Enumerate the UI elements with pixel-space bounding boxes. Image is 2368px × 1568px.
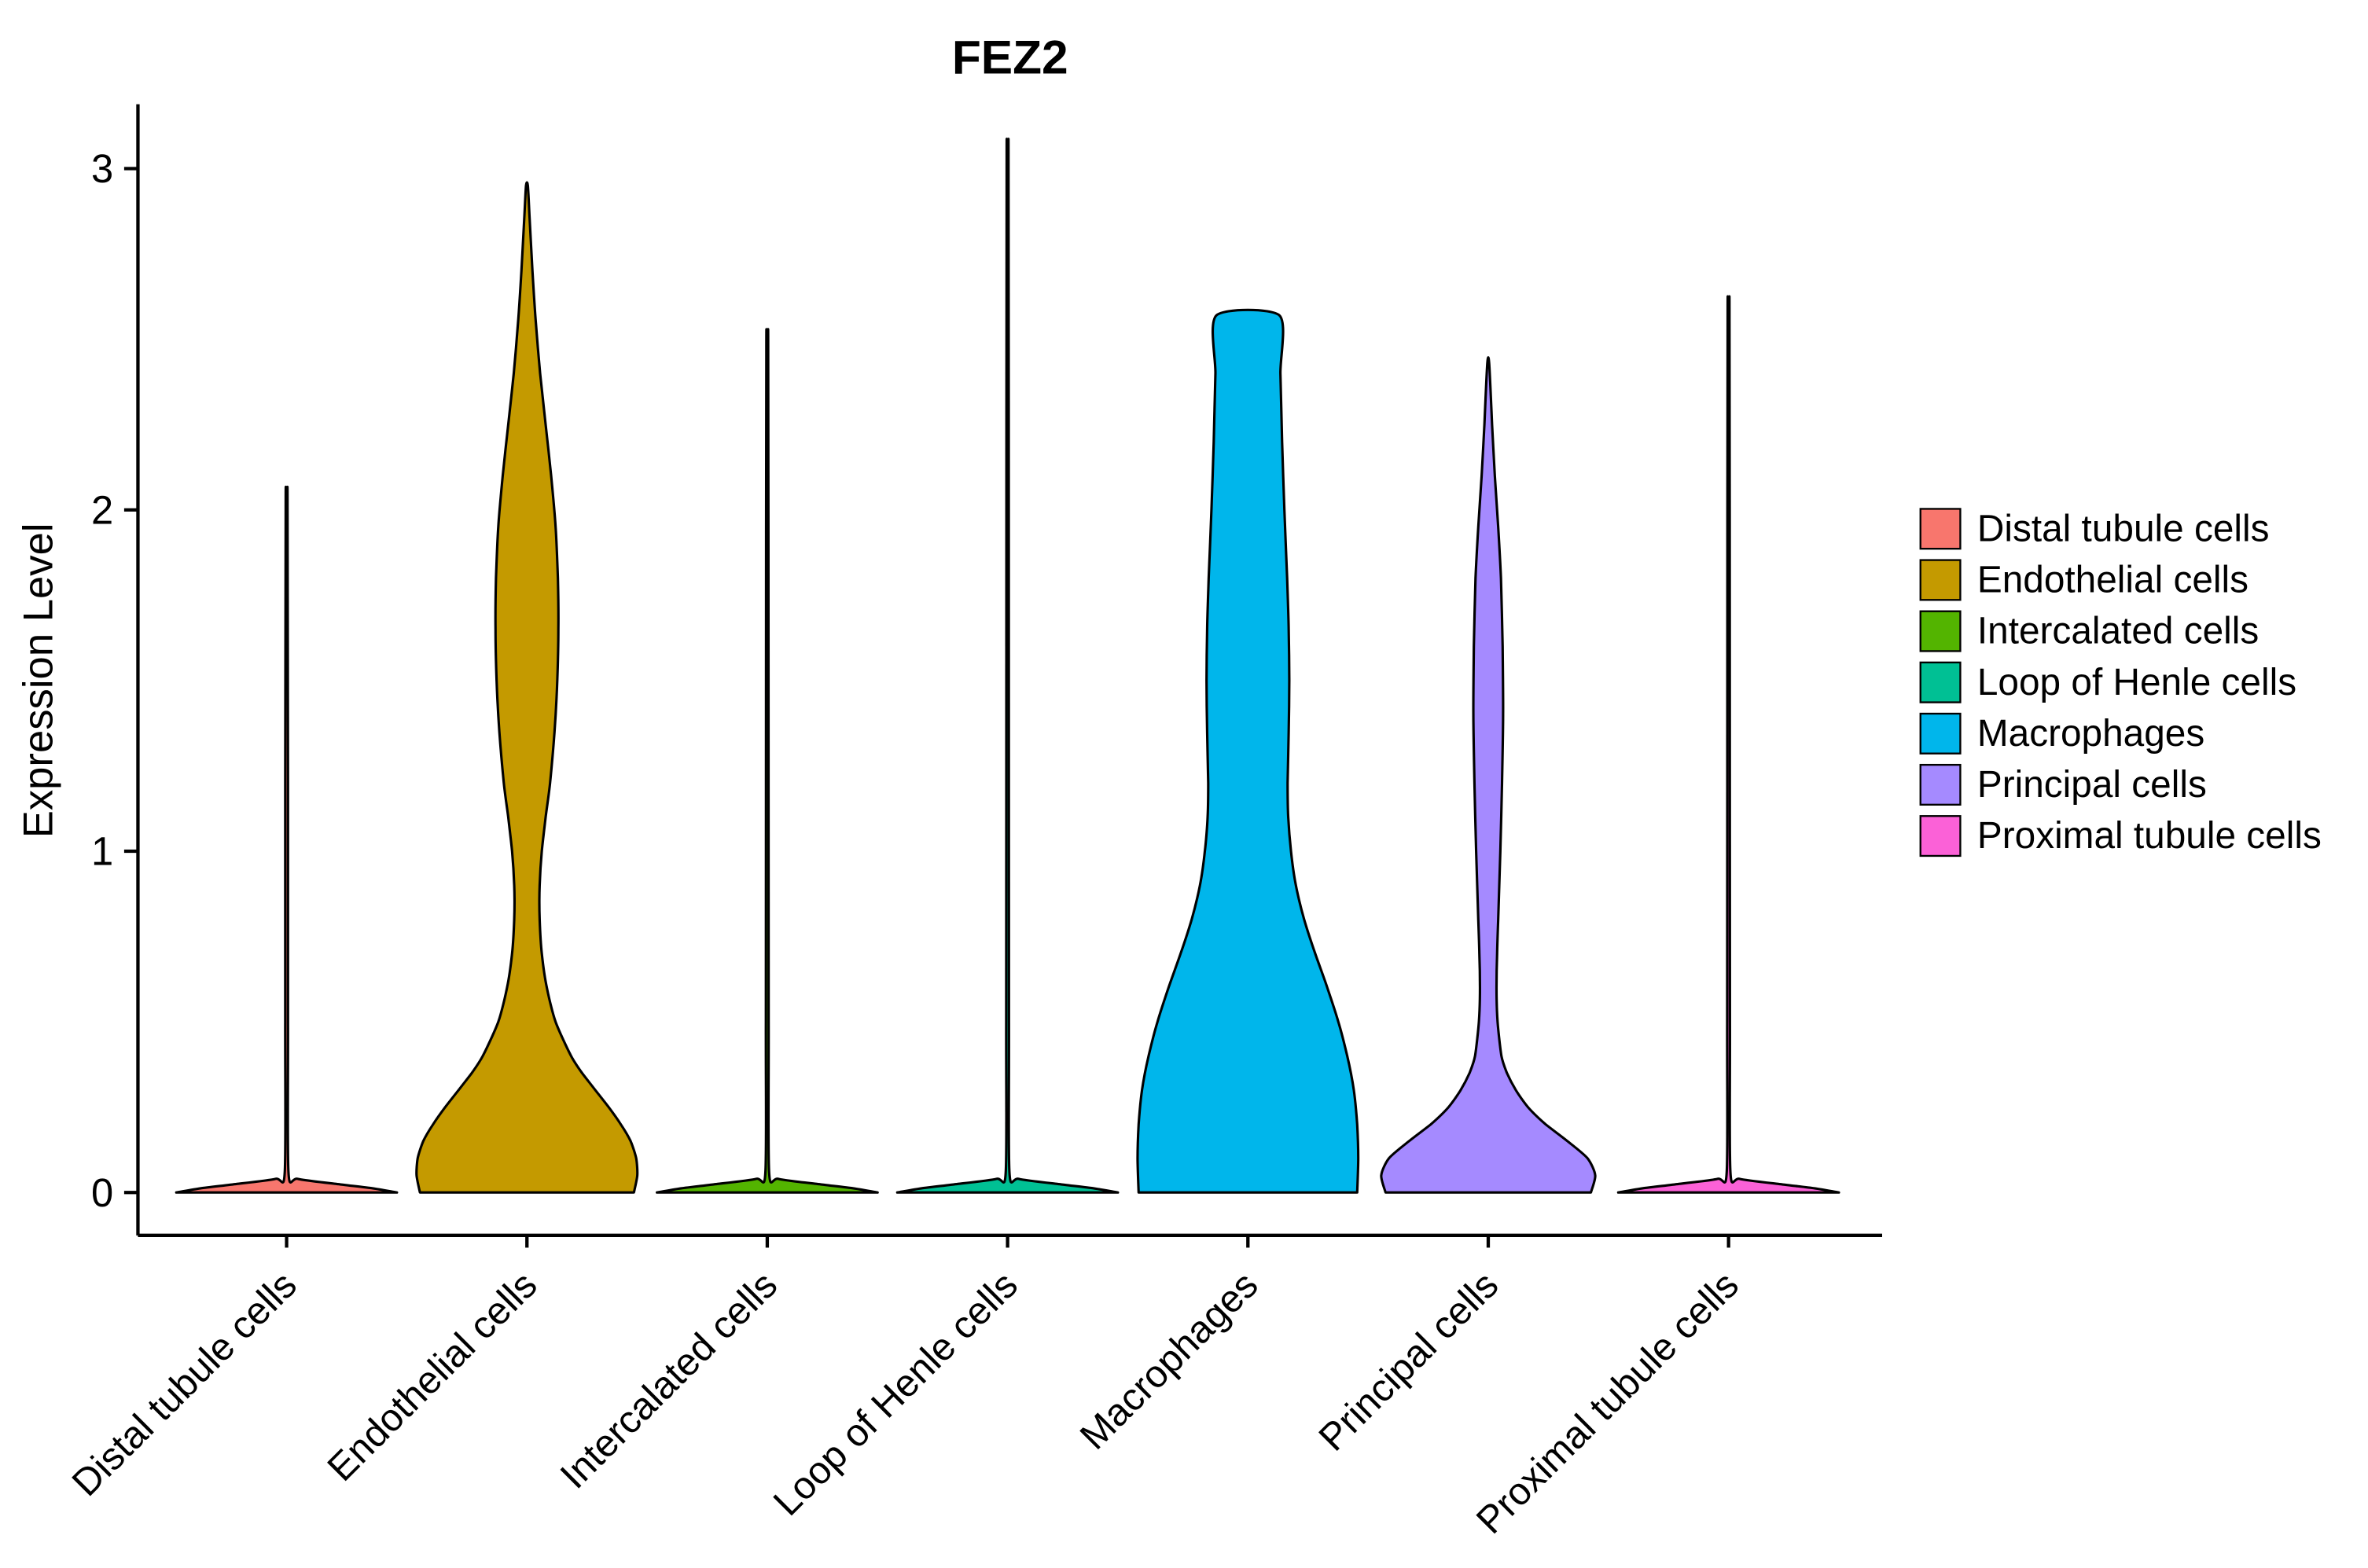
violin-proximal-tubule-cells xyxy=(1616,295,1840,1194)
x-tick-label-macrophages: Macrophages xyxy=(1072,1264,1267,1458)
x-tick-label-intercalated-cells: Intercalated cells xyxy=(553,1264,786,1497)
legend-label-intercalated-cells[interactable]: Intercalated cells xyxy=(1977,611,2259,652)
legend-swatch-intercalated-cells[interactable] xyxy=(1919,610,1962,652)
x-tick-label-endothelial-cells: Endothelial cells xyxy=(319,1264,545,1489)
violin-distal-tubule-cells xyxy=(175,485,399,1194)
legend: Distal tubule cells Endothelial cells Inte… xyxy=(1919,508,2322,857)
x-tick-label-principal-cells: Principal cells xyxy=(1311,1264,1507,1460)
legend-swatch-loop-of-henle-cells[interactable] xyxy=(1919,661,1962,703)
legend-label-macrophages[interactable]: Macrophages xyxy=(1977,713,2204,755)
legend-label-loop-of-henle-cells[interactable]: Loop of Henle cells xyxy=(1977,662,2296,703)
x-tick-label-loop-of-henle-cells: Loop of Henle cells xyxy=(766,1264,1026,1524)
y-tick-label: 2 xyxy=(91,487,113,532)
legend-label-principal-cells[interactable]: Principal cells xyxy=(1977,764,2207,806)
legend-label-distal-tubule-cells[interactable]: Distal tubule cells xyxy=(1977,508,2270,549)
legend-swatch-endothelial-cells[interactable] xyxy=(1919,559,1962,601)
violin-endothelial-cells xyxy=(415,181,639,1194)
x-tick-label-distal-tubule-cells: Distal tubule cells xyxy=(64,1264,305,1504)
violin-principal-cells xyxy=(1380,356,1597,1194)
legend-label-endothelial-cells[interactable]: Endothelial cells xyxy=(1977,560,2248,601)
axes: 0 1 2 3 Distal tubule cells Endothelial cells… xyxy=(64,104,1883,1542)
y-tick-label: 3 xyxy=(91,146,113,191)
x-tick-label-proximal-tubule-cells: Proximal tubule cells xyxy=(1469,1264,1747,1542)
y-tick-label: 1 xyxy=(91,829,113,874)
legend-swatch-proximal-tubule-cells[interactable] xyxy=(1919,815,1962,857)
violins xyxy=(175,138,1840,1194)
violin-macrophages xyxy=(1136,308,1360,1194)
legend-swatch-distal-tubule-cells[interactable] xyxy=(1919,508,1962,550)
legend-swatch-principal-cells[interactable] xyxy=(1919,763,1962,806)
legend-label-proximal-tubule-cells[interactable]: Proximal tubule cells xyxy=(1977,815,2322,857)
legend-swatch-macrophages[interactable] xyxy=(1919,712,1962,755)
chart-title: FEZ2 xyxy=(952,31,1068,84)
violin-loop-of-henle-cells xyxy=(895,138,1120,1194)
y-tick-label: 0 xyxy=(91,1170,113,1215)
y-axis-title: Expression Level xyxy=(15,523,61,838)
violin-intercalated-cells xyxy=(656,328,879,1194)
